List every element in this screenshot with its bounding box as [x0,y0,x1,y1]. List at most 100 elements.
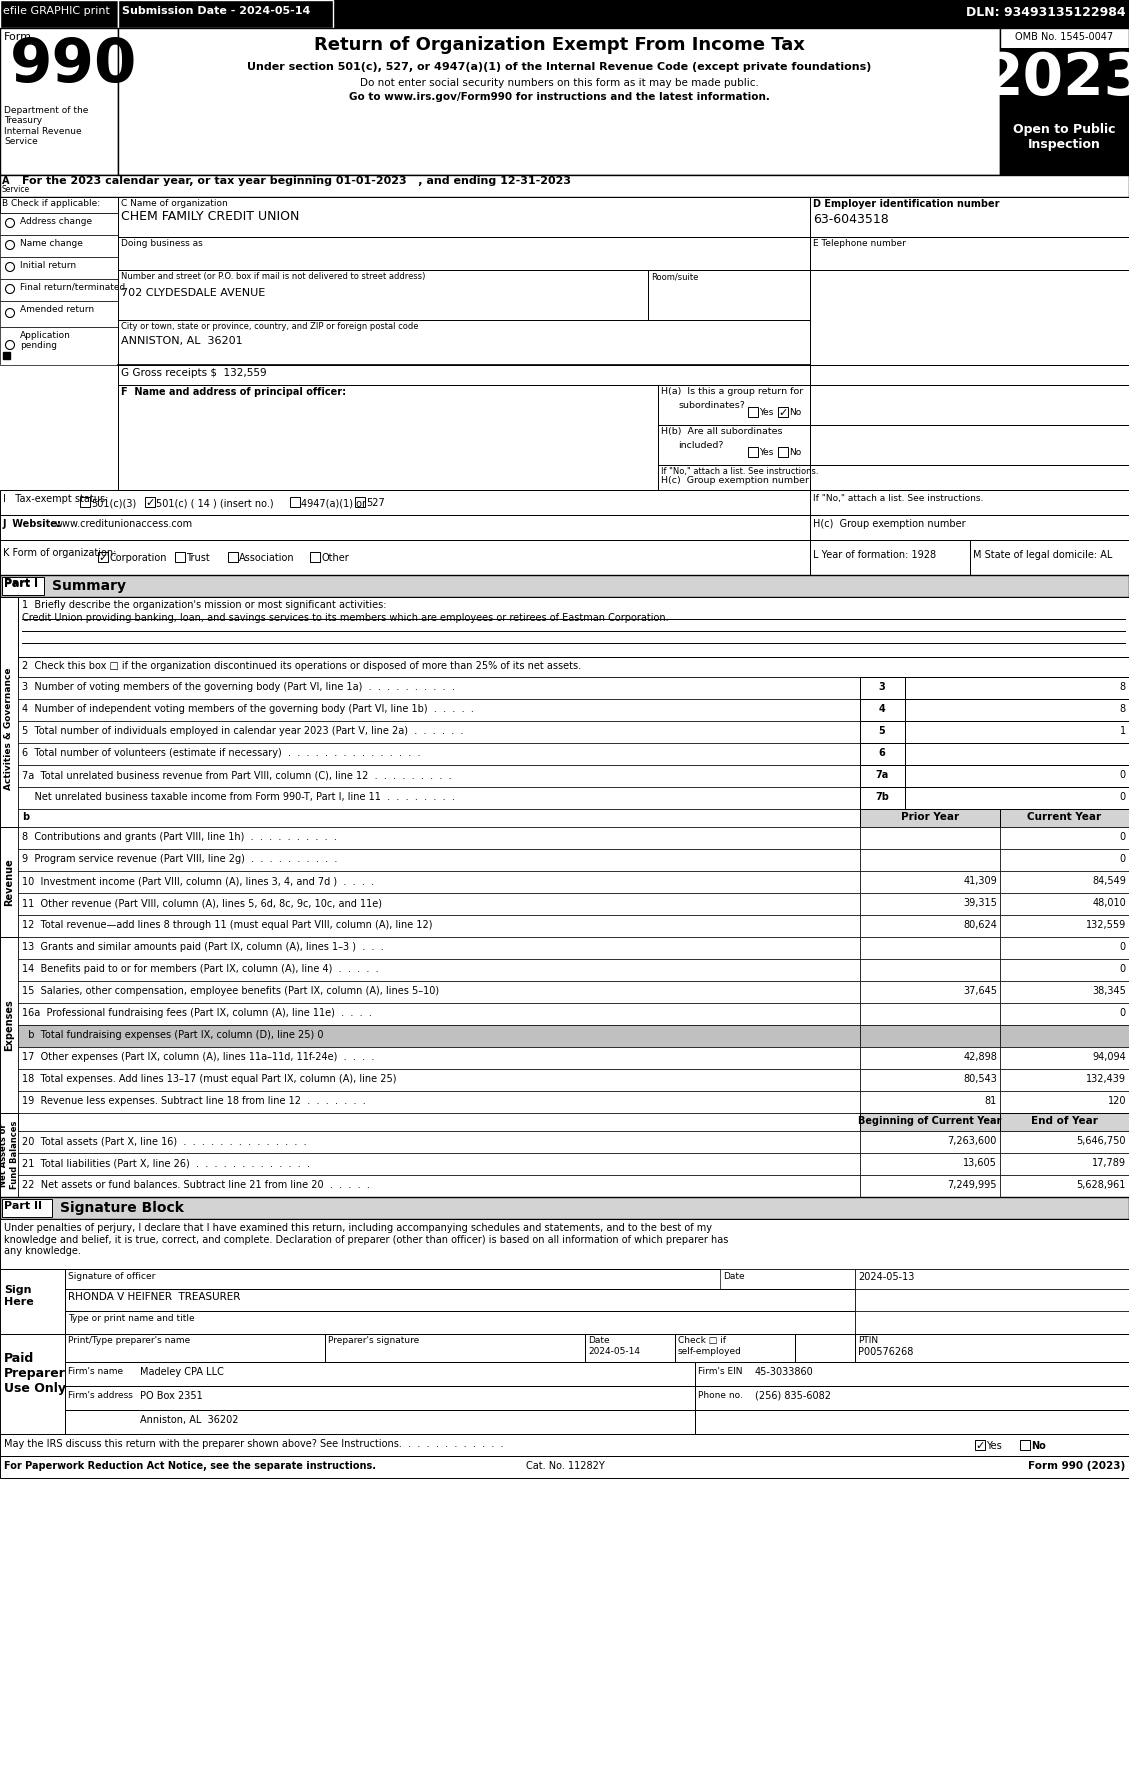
Text: 6: 6 [878,749,885,758]
Text: Summary: Summary [52,579,126,593]
Bar [860,809,1000,826]
Text: Do not enter social security numbers on this form as it may be made public.: Do not enter social security numbers on … [359,78,759,88]
Bar [860,1174,1000,1197]
Text: efile GRAPHIC print: efile GRAPHIC print [3,5,110,16]
Text: H(c)  Group exemption number: H(c) Group exemption number [660,477,809,486]
Text: self-employed: self-employed [679,1347,742,1356]
Text: 5  Total number of individuals employed in calendar year 2023 (Part V, line 2a) : 5 Total number of individuals employed i… [21,726,464,736]
Bar [658,426,809,464]
Bar [860,765,905,788]
Text: Form: Form [5,32,32,42]
Text: 1  Briefly describe the organization's mission or most significant activities:: 1 Briefly describe the organization's mi… [21,600,386,609]
Bar [585,1333,675,1362]
Text: Part I: Part I [5,577,38,588]
Bar [1019,1439,1030,1450]
Text: 5: 5 [878,726,885,736]
Text: Submission Date - 2024-05-14: Submission Date - 2024-05-14 [122,5,310,16]
Text: 63-6043518: 63-6043518 [813,214,889,226]
Text: 0: 0 [1120,964,1126,975]
Text: b: b [21,812,29,821]
Text: J  Website:: J Website: [3,519,62,530]
Text: G Gross receipts $  132,559: G Gross receipts $ 132,559 [121,367,266,378]
Bar [18,980,860,1003]
Text: D Employer identification number: D Employer identification number [813,200,999,208]
Text: 8: 8 [1120,705,1126,713]
Bar [1000,938,1129,959]
Bar [18,721,860,743]
Bar [18,894,860,915]
Bar [1000,1003,1129,1024]
Bar [65,1270,855,1289]
Bar [1000,894,1129,915]
Bar [809,489,1129,516]
Text: Preparer's signature: Preparer's signature [329,1337,419,1346]
Text: (256) 835-6082: (256) 835-6082 [755,1392,831,1400]
Bar [18,657,1129,676]
Bar [0,938,18,1113]
Text: 17,789: 17,789 [1092,1158,1126,1167]
Bar [18,788,860,809]
Bar [0,516,809,540]
Text: Print/Type preparer's name: Print/Type preparer's name [68,1337,191,1346]
Bar [778,406,788,417]
Text: 132,439: 132,439 [1086,1074,1126,1084]
Text: Initial return: Initial return [20,261,76,270]
Text: Sign
Here: Sign Here [5,1286,34,1307]
Text: Activities & Governance: Activities & Governance [5,668,14,789]
Text: May the IRS discuss this return with the preparer shown above? See Instructions.: May the IRS discuss this return with the… [5,1439,504,1448]
Bar [18,809,860,826]
Text: ✓: ✓ [146,498,155,509]
Text: 4947(a)(1) or: 4947(a)(1) or [301,498,366,509]
Bar [1000,1047,1129,1068]
Bar [809,270,1129,366]
Bar [860,1130,1000,1153]
Text: 3: 3 [878,682,885,692]
Text: 37,645: 37,645 [963,985,997,996]
Bar [18,1047,860,1068]
Bar [975,1439,984,1450]
Text: 8  Contributions and grants (Part VIII, line 1h)  .  .  .  .  .  .  .  .  .  .: 8 Contributions and grants (Part VIII, l… [21,832,336,842]
Text: Signature of officer: Signature of officer [68,1272,156,1280]
Bar [860,1003,1000,1024]
Bar [18,1174,860,1197]
Text: Type or print name and title: Type or print name and title [68,1314,194,1323]
Bar [1000,959,1129,980]
Text: H(c)  Group exemption number: H(c) Group exemption number [813,519,965,530]
Text: Name change: Name change [20,238,82,247]
Bar [1000,1068,1129,1091]
Text: No: No [789,408,802,417]
Bar [325,1333,585,1362]
Text: P00576268: P00576268 [858,1347,913,1356]
Bar [795,1333,855,1362]
Text: ✓: ✓ [98,553,108,563]
Bar [860,849,1000,871]
Bar [0,826,18,938]
Bar [860,699,905,721]
Text: 2023: 2023 [983,49,1129,108]
Text: Signature Block: Signature Block [60,1201,184,1215]
Bar [18,699,860,721]
Text: 94,094: 94,094 [1092,1053,1126,1061]
Text: Cat. No. 11282Y: Cat. No. 11282Y [526,1460,604,1471]
Text: Net unrelated business taxable income from Form 990-T, Part I, line 11  .  .  . : Net unrelated business taxable income fr… [21,791,455,802]
Bar [18,938,860,959]
Bar [860,788,905,809]
Text: Prior Year: Prior Year [901,812,959,821]
Bar [119,0,333,28]
Text: Part II: Part II [5,1201,42,1211]
Bar [0,28,119,175]
Text: For Paperwork Reduction Act Notice, see the separate instructions.: For Paperwork Reduction Act Notice, see … [5,1460,376,1471]
Text: 6  Total number of volunteers (estimate if necessary)  .  .  .  .  .  .  .  .  .: 6 Total number of volunteers (estimate i… [21,749,420,758]
Text: For the 2023 calendar year, or tax year beginning 01-01-2023   , and ending 12-3: For the 2023 calendar year, or tax year … [21,177,571,185]
Bar [0,1113,18,1197]
Bar [749,406,758,417]
Text: 48,010: 48,010 [1092,897,1126,908]
Text: If "No," attach a list. See instructions.: If "No," attach a list. See instructions… [813,494,983,503]
Bar [1000,915,1129,938]
Text: Other: Other [321,553,349,563]
Bar [905,676,1129,699]
Text: 17  Other expenses (Part IX, column (A), lines 11a–11d, 11f-24e)  .  .  .  .: 17 Other expenses (Part IX, column (A), … [21,1053,375,1061]
Text: Check □ if: Check □ if [679,1337,726,1346]
Text: 0: 0 [1120,791,1126,802]
Bar [65,1333,325,1362]
